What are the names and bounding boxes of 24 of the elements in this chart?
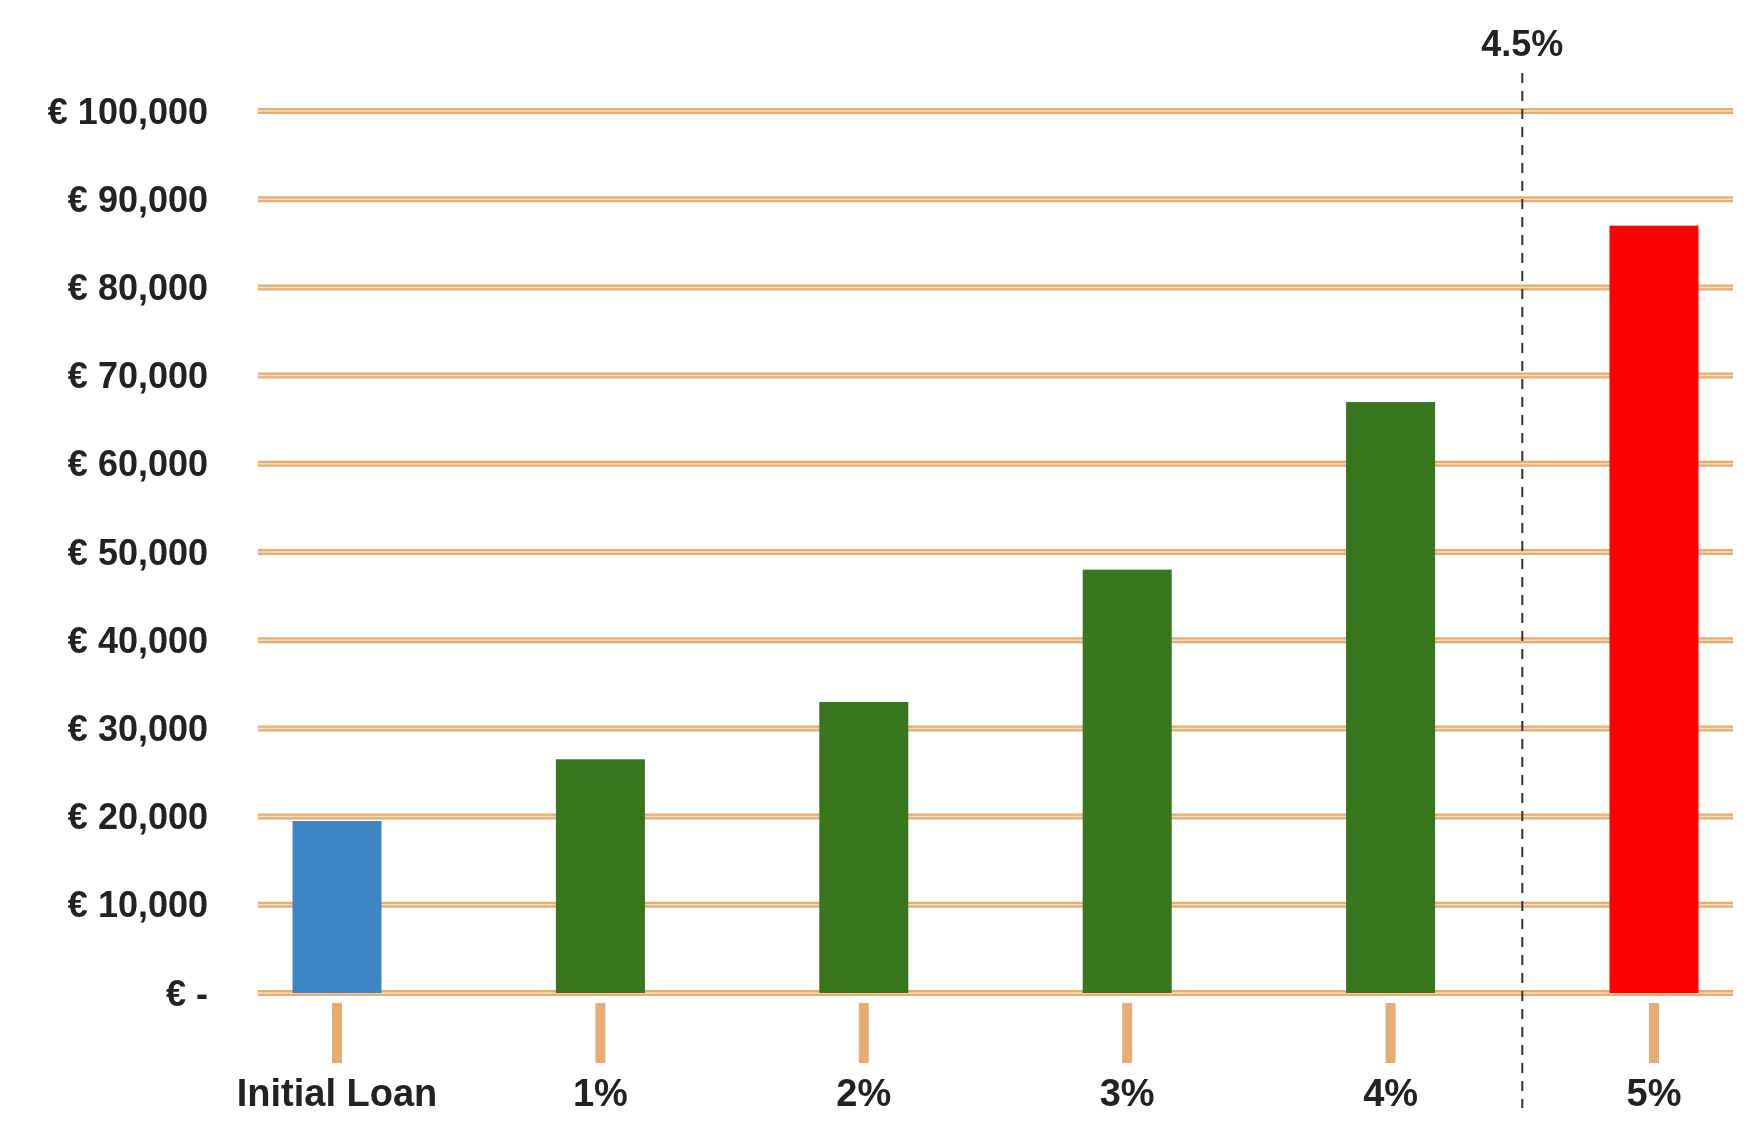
bar bbox=[1346, 402, 1436, 993]
y-tick-label: € 80,000 bbox=[67, 267, 208, 308]
x-tick-label: Initial Loan bbox=[236, 1072, 438, 1114]
x-tick-label: 4% bbox=[1363, 1072, 1419, 1114]
y-tick-label: € - bbox=[165, 972, 208, 1014]
ref-line-label: 4.5% bbox=[1481, 23, 1564, 64]
y-tick-label: € 70,000 bbox=[67, 355, 208, 397]
x-tick-label: 5% bbox=[1626, 1072, 1682, 1114]
y-tick-label: € 30,000 bbox=[67, 708, 208, 749]
y-tick-label: € 20,000 bbox=[67, 796, 208, 838]
y-tick-label: € 50,000 bbox=[67, 531, 208, 573]
x-tick-label: 3% bbox=[1099, 1072, 1155, 1114]
bar bbox=[292, 821, 382, 993]
bar bbox=[819, 701, 909, 993]
x-tick-label: 1% bbox=[572, 1072, 628, 1114]
y-tick-label: € 100,000 bbox=[47, 90, 208, 132]
y-tick-label: € 40,000 bbox=[67, 619, 208, 661]
bar bbox=[1609, 225, 1699, 993]
bar bbox=[1082, 569, 1172, 993]
y-tick-label: € 90,000 bbox=[67, 178, 208, 220]
y-tick-label: € 10,000 bbox=[67, 884, 208, 926]
bar bbox=[555, 759, 645, 993]
x-tick-label: 2% bbox=[836, 1072, 892, 1114]
y-tick-label: € 60,000 bbox=[67, 443, 208, 485]
